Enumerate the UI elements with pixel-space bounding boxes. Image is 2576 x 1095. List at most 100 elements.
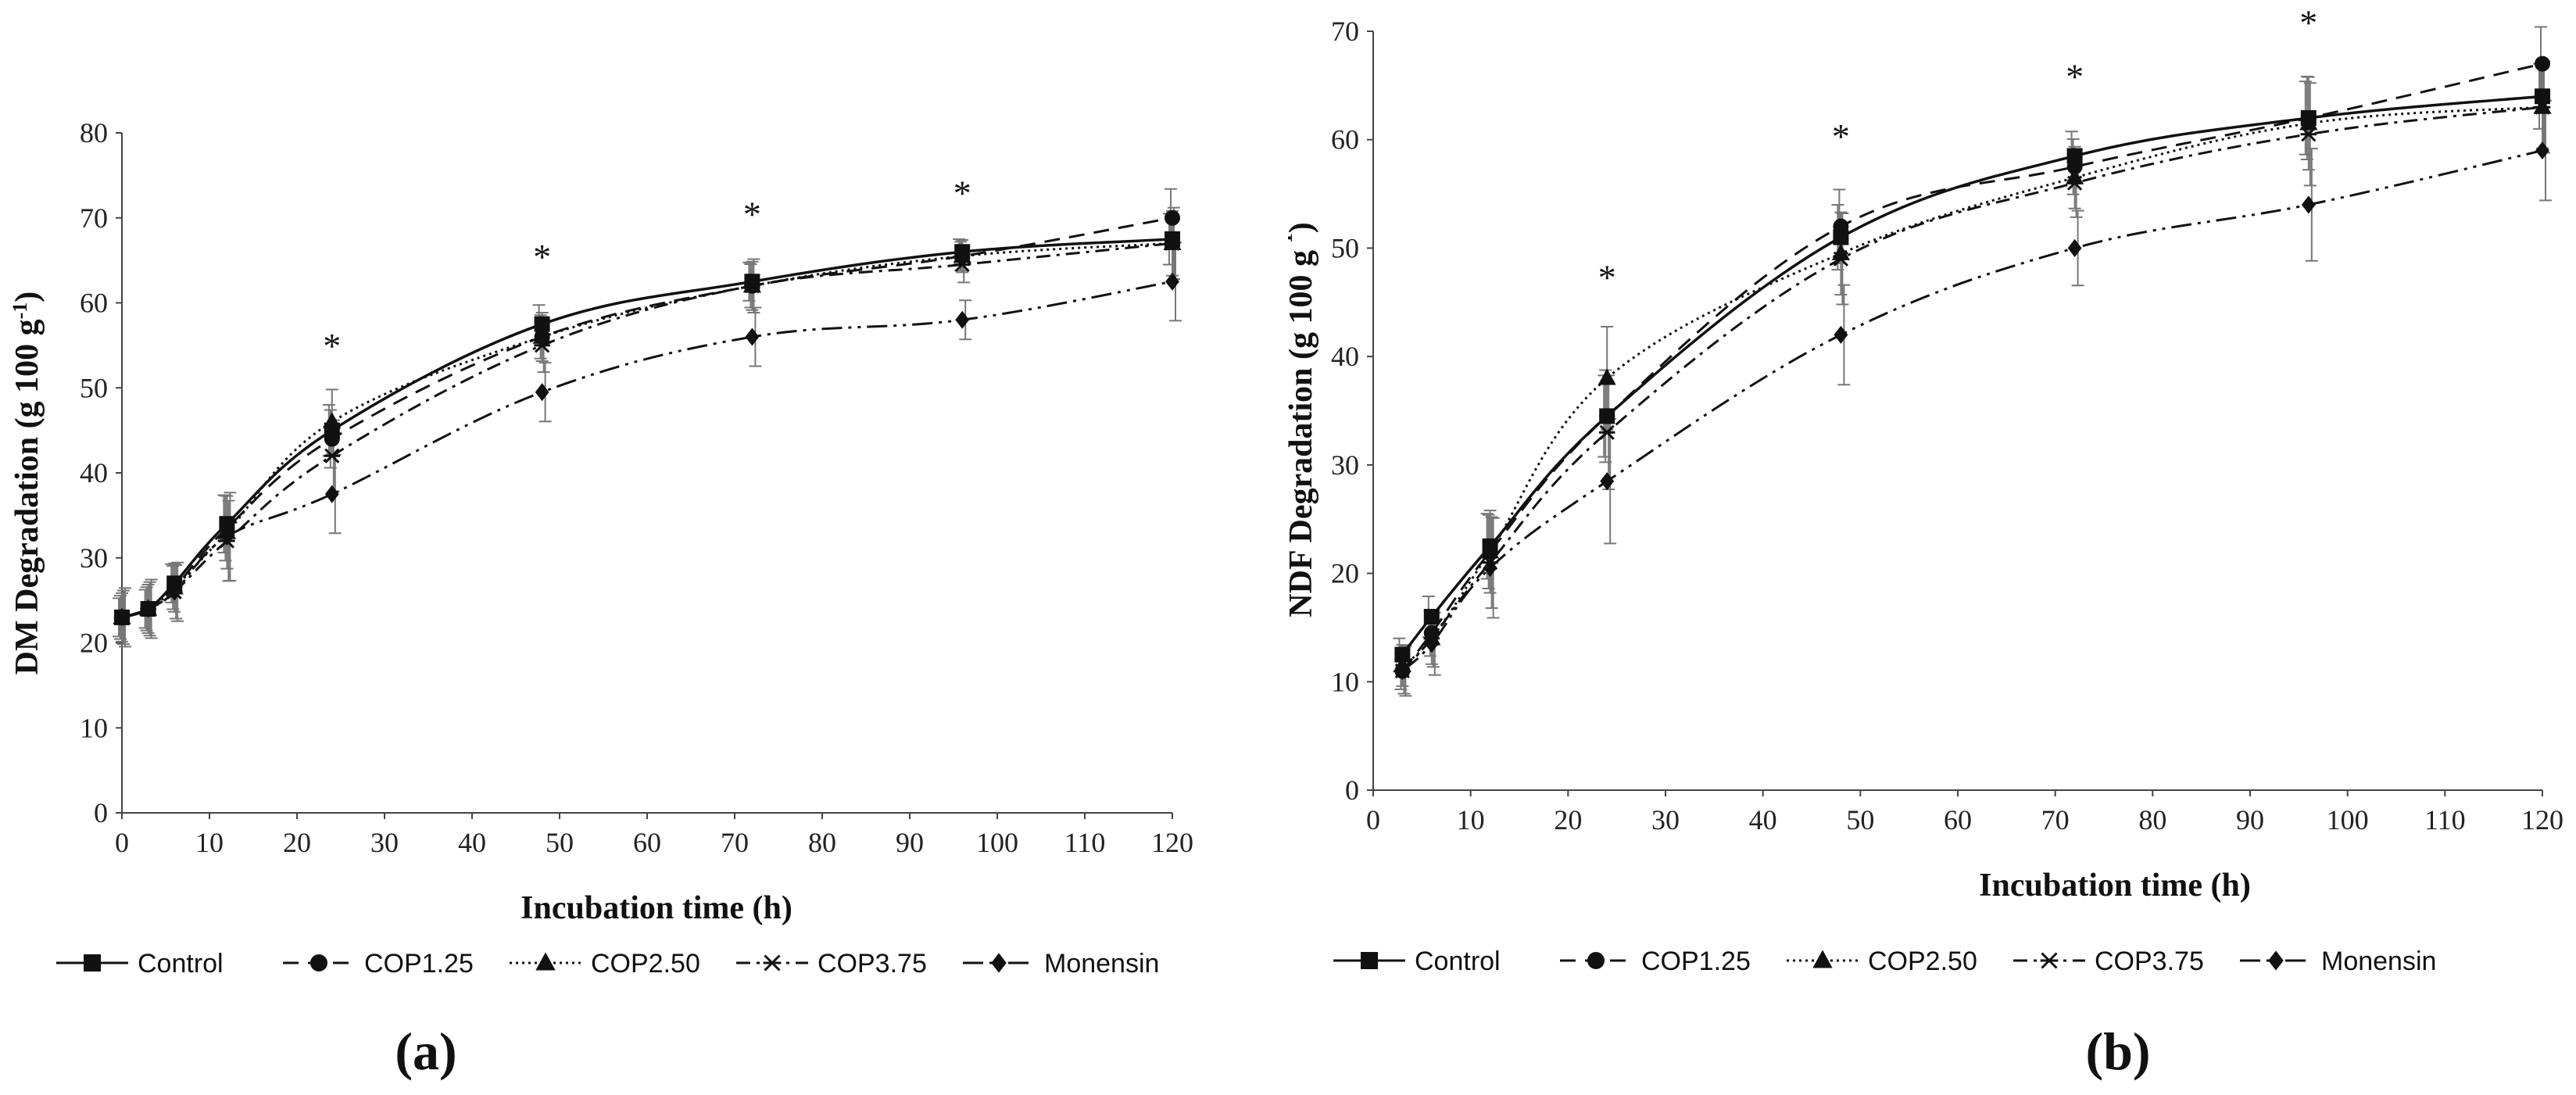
data-point: [2300, 127, 2317, 142]
legend-marker: [1361, 952, 1378, 969]
x-tick-label: 50: [1846, 804, 1874, 836]
x-tick-label: 120: [1151, 827, 1193, 858]
data-point: [2534, 99, 2551, 115]
series-cop3-75: [1394, 99, 2551, 679]
x-tick-label: 110: [2424, 804, 2466, 836]
data-point: [533, 327, 552, 344]
series-monensin: [115, 272, 1179, 627]
y-tick-label: 0: [94, 797, 108, 828]
y-axis-title: NDF Degradation (g 100 g-1): [1288, 222, 1319, 617]
series-line: [1401, 106, 2543, 667]
legend-item: COP2.50: [510, 949, 700, 979]
series-control: [114, 231, 1180, 625]
data-point: [1164, 235, 1181, 251]
x-axis-title: Incubation time (h): [1979, 868, 2251, 904]
legend-item: Monensin: [2240, 946, 2436, 976]
data-point: [115, 608, 129, 627]
y-tick-label: 20: [1331, 558, 1359, 589]
legend: Control COP1.25 COP2.50 COP3.75 Monensin: [1333, 946, 2436, 976]
series-cop3-75: [113, 235, 1181, 625]
chart-b: 0 10 20 30 40 50 60 70 80 90 100 110 120 0 10 20 30 40 50 6…: [1288, 2, 2563, 1081]
series-line: [121, 242, 1173, 619]
data-point: [1481, 542, 1500, 559]
significance-mark: *: [953, 173, 971, 213]
x-tick-label: 100: [976, 827, 1018, 858]
data-point: [1165, 272, 1179, 291]
data-point: [745, 327, 760, 346]
data-point: [2301, 195, 2316, 214]
significance-mark: *: [2299, 2, 2317, 42]
x-tick-label: 80: [808, 827, 836, 858]
significance-mark: *: [323, 326, 341, 366]
legend-label: COP2.50: [591, 949, 700, 979]
data-point: [1833, 251, 1849, 267]
legend-marker: [2268, 950, 2284, 971]
y-tick-label: 70: [80, 202, 108, 234]
y-tick-label: 80: [80, 117, 108, 149]
data-point: [1600, 472, 1615, 491]
data-point: [324, 431, 340, 447]
data-point: [220, 528, 234, 546]
data-point: [534, 338, 550, 353]
series-line: [1401, 63, 2543, 672]
x-axis-title: Incubation time (h): [521, 890, 792, 926]
x-tick-label: 80: [2138, 804, 2166, 836]
series-line: [121, 216, 1173, 619]
series-line: [1401, 149, 2543, 672]
y-tick-label: 10: [80, 712, 108, 743]
legend-marker: [84, 954, 101, 972]
data-point: [953, 256, 971, 273]
x-tick-label: 100: [2327, 804, 2369, 836]
y-tick-label: 30: [1331, 449, 1359, 481]
significance-mark: *: [533, 237, 551, 277]
series-cop2-50: [1393, 97, 2552, 673]
error-bars: [1393, 26, 2552, 697]
data-point: [2535, 141, 2549, 160]
series-monensin: [1395, 141, 2549, 680]
legend-marker: [1812, 950, 1833, 968]
data-point: [1833, 218, 1849, 234]
legend-label: Control: [138, 949, 224, 979]
series-line: [1401, 95, 2543, 656]
x-tick-label: 0: [115, 827, 129, 858]
x-tick-label: 90: [896, 827, 924, 858]
legend-marker: [1587, 952, 1605, 969]
data-point: [744, 278, 760, 294]
x-tick-label: 40: [458, 827, 486, 858]
series-cop1-25: [1394, 55, 2550, 679]
legend-item: COP1.25: [1560, 946, 1751, 976]
series-line: [1401, 106, 2543, 672]
series-cop1-25: [114, 209, 1180, 625]
y-tick-label: 70: [1331, 16, 1359, 47]
legend-item: COP3.75: [736, 949, 927, 979]
legend-item: Control: [1333, 946, 1501, 976]
data-point: [2067, 238, 2082, 257]
data-point: [323, 412, 342, 429]
y-tick-label: 60: [1331, 124, 1359, 156]
y-tick-label: 30: [80, 542, 108, 574]
legend: Control COP1.25 COP2.50 COP3.75 Monensin: [56, 949, 1159, 979]
panel-label: (a): [395, 1022, 456, 1081]
data-point: [953, 246, 971, 263]
panel-label: (b): [2085, 1022, 2150, 1081]
x-tick-label: 90: [2236, 804, 2264, 836]
x-tick-label: 120: [2521, 804, 2563, 836]
y-tick-label: 60: [80, 288, 108, 319]
data-point: [324, 448, 341, 463]
data-point: [535, 383, 549, 402]
y-tick-label: 10: [1331, 666, 1359, 697]
data-point: [141, 599, 156, 618]
data-point: [324, 485, 339, 503]
data-point: [1834, 325, 1848, 344]
x-tick-label: 70: [2041, 804, 2070, 836]
x-tick-label: 0: [1366, 804, 1380, 836]
data-point: [1395, 661, 1410, 680]
x-tick-label: 20: [283, 827, 311, 858]
significance-mark: *: [1832, 116, 1850, 156]
x-tick-label: 40: [1749, 804, 1777, 836]
y-tick-label: 50: [1331, 232, 1359, 263]
series-line: [121, 280, 1173, 619]
significance-mark: *: [2066, 57, 2084, 97]
y-tick-label: 50: [80, 372, 108, 403]
x-tick-label: 30: [1651, 804, 1680, 836]
